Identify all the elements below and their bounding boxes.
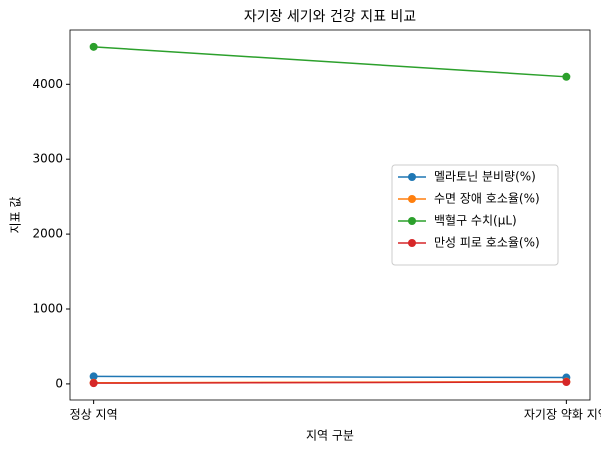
y-tick-label: 4000 xyxy=(32,77,63,91)
legend-marker xyxy=(408,217,416,225)
legend-marker xyxy=(408,239,416,247)
legend-label: 백혈구 수치(μL) xyxy=(434,214,517,228)
series-marker xyxy=(562,72,571,81)
legend-marker xyxy=(408,195,416,203)
plot-frame xyxy=(69,29,591,401)
legend-label: 수면 장애 호소율(%) xyxy=(434,192,540,206)
x-axis-label: 지역 구분 xyxy=(306,429,354,443)
x-tick-label: 자기장 약화 지역 xyxy=(524,407,601,422)
x-tick-label: 정상 지역 xyxy=(70,408,118,422)
series-marker xyxy=(89,42,98,51)
legend-box xyxy=(391,164,559,266)
series-marker xyxy=(89,379,98,388)
y-tick-label: 0 xyxy=(55,376,63,390)
y-tick-label: 1000 xyxy=(32,301,63,315)
legend-label: 만성 피로 호소율(%) xyxy=(434,236,540,250)
y-tick-label: 2000 xyxy=(32,227,63,241)
series-marker xyxy=(89,372,98,381)
series-line xyxy=(93,375,567,379)
legend-label: 멜라토닌 분비량(%) xyxy=(434,170,536,184)
y-tick-label: 3000 xyxy=(32,152,63,166)
series-line xyxy=(93,46,567,78)
legend-marker xyxy=(408,173,416,181)
legend: 멜라토닌 분비량(%) 수면 장애 호소율(%) 백혈구 수치(μL) 만성 피로 호… xyxy=(391,164,559,266)
series-line xyxy=(93,381,567,384)
chart-title: 자기장 세기와 건강 지표 비교 xyxy=(244,9,416,25)
series-marker xyxy=(562,378,571,387)
y-axis-label: 지표 값 xyxy=(9,197,23,234)
